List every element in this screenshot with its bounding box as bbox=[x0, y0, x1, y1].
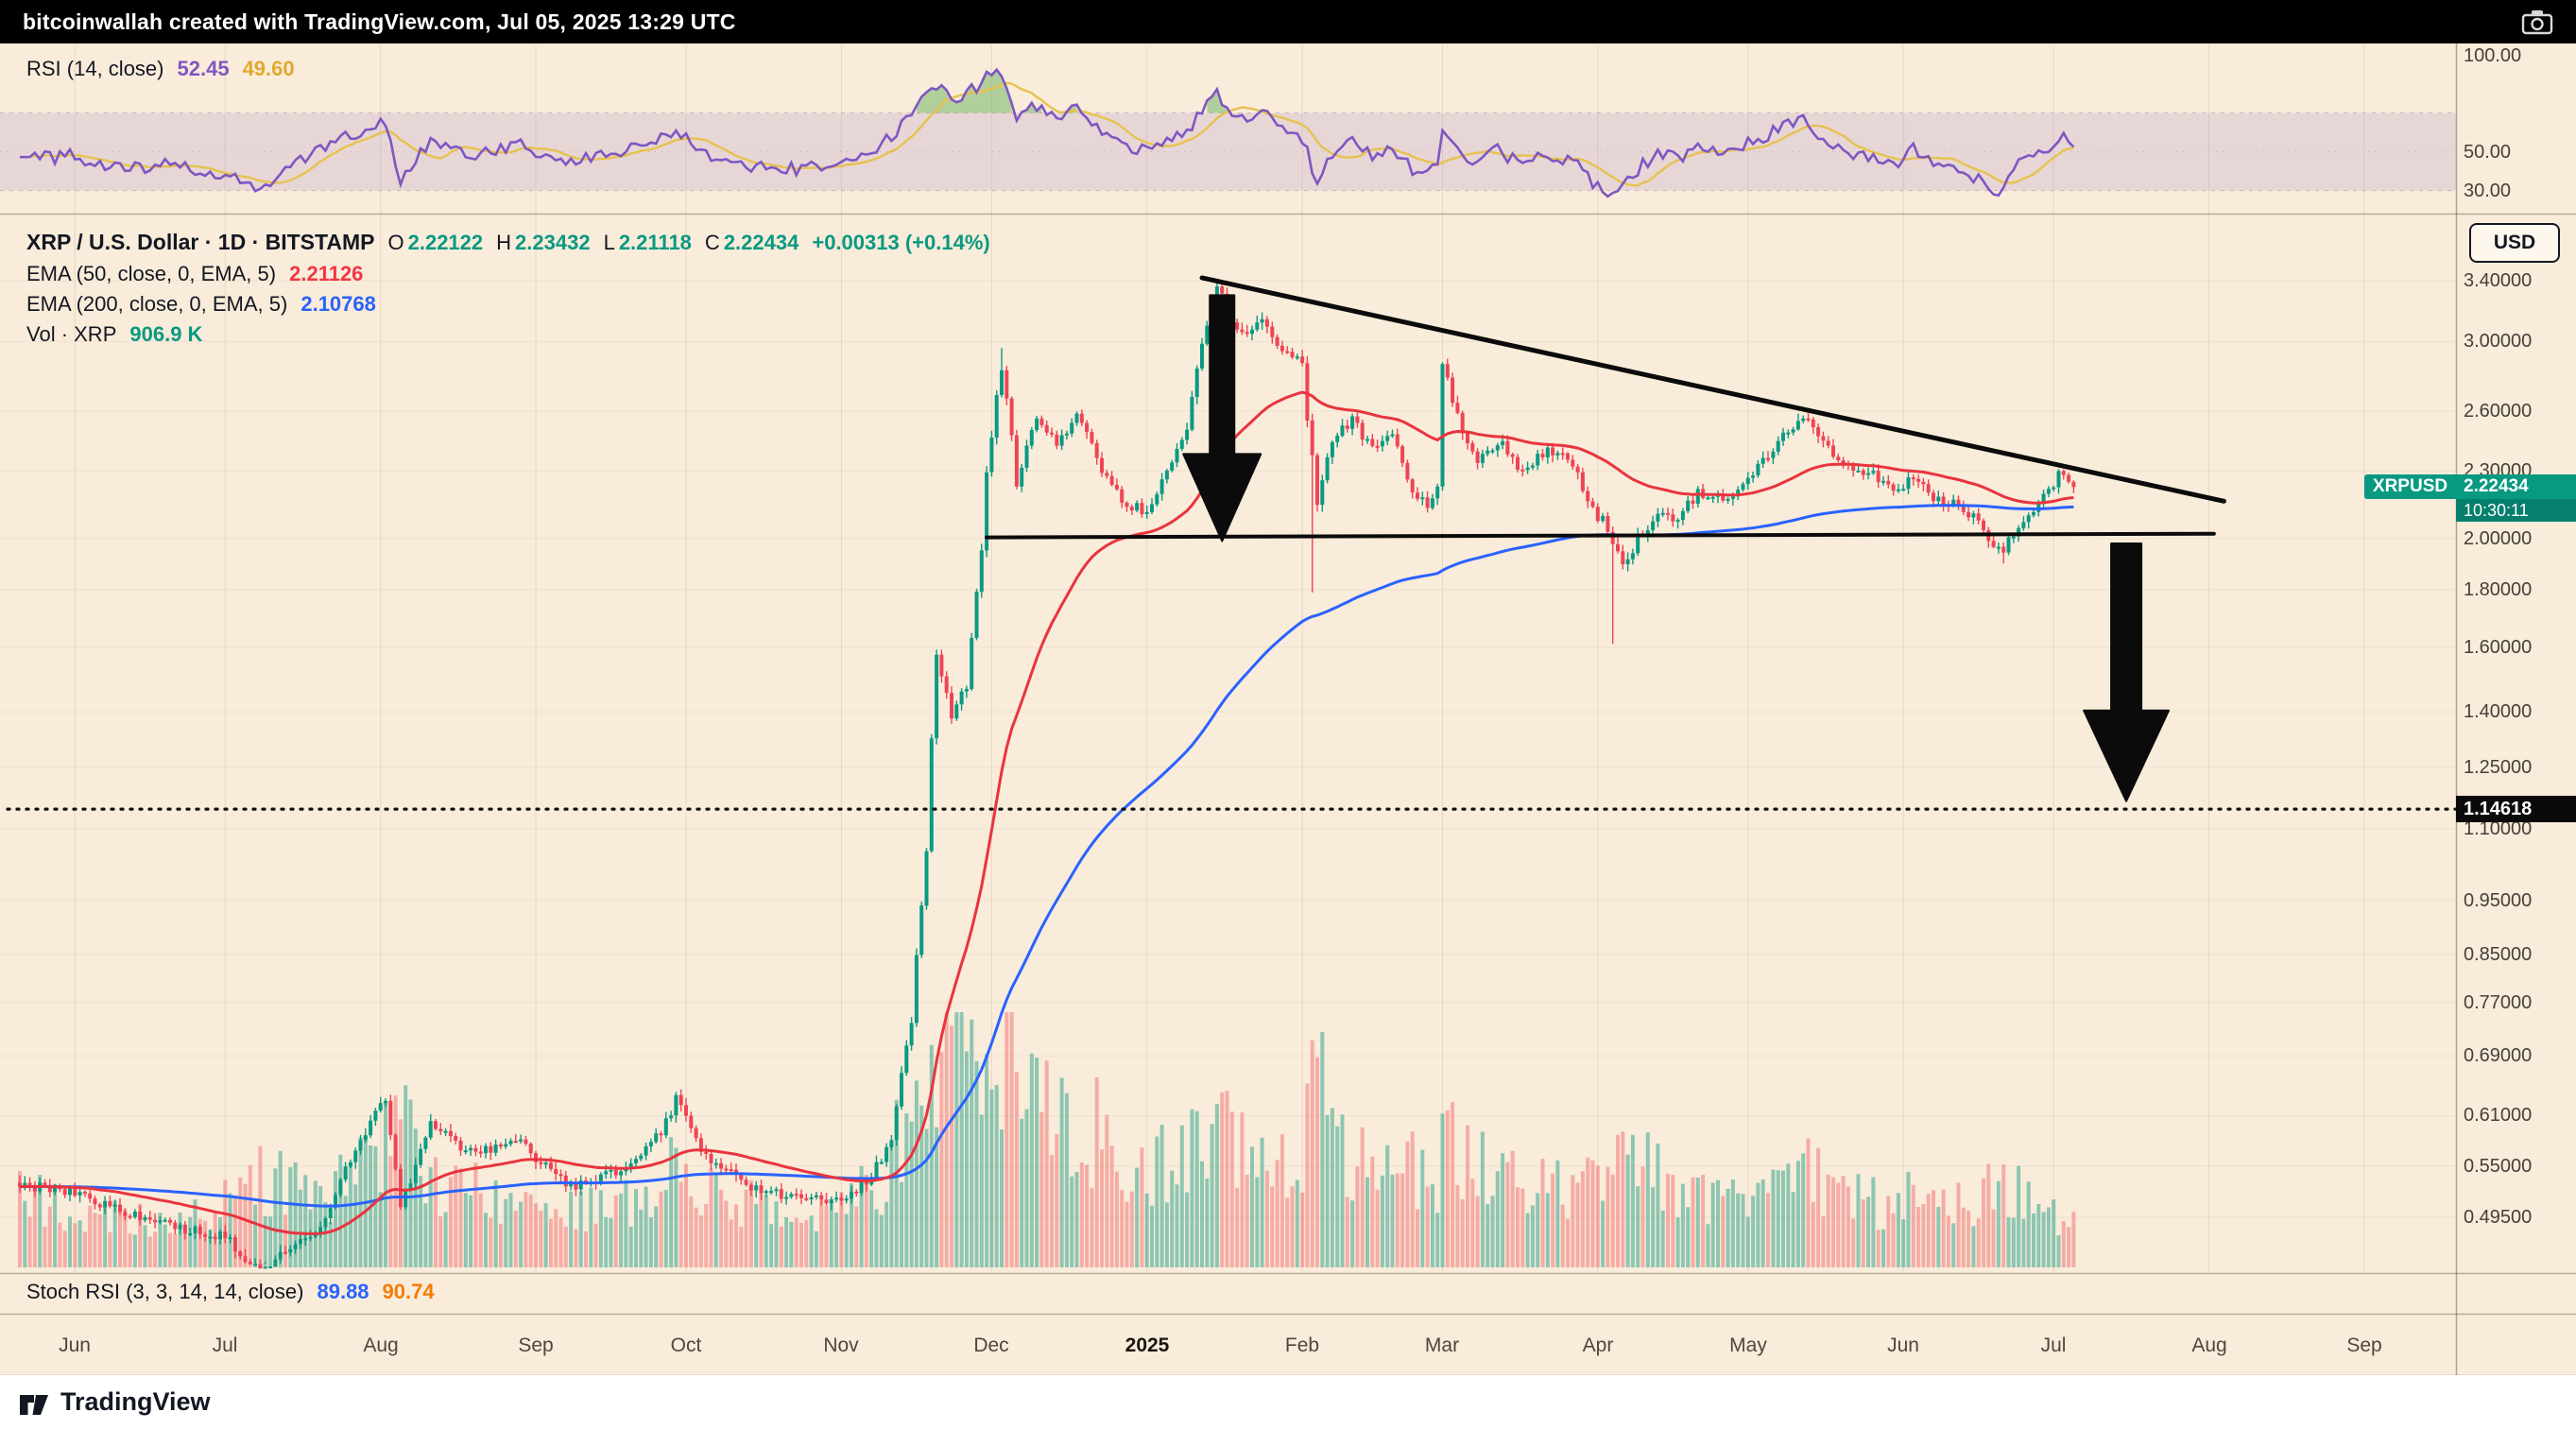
time-axis-label: Aug bbox=[2191, 1334, 2227, 1356]
rsi-price-axis[interactable]: 100.00 50.00 30.00 bbox=[2456, 0, 2576, 1375]
stoch-rsi-label: Stoch RSI (3, 3, 14, 14, close) bbox=[26, 1280, 304, 1303]
price-change: +0.00313 (+0.14%) bbox=[812, 230, 990, 254]
time-axis-label: Jun bbox=[1887, 1334, 1919, 1356]
stoch-rsi-legend[interactable]: Stoch RSI (3, 3, 14, 14, close) 89.88 90… bbox=[26, 1280, 435, 1304]
ema50-value: 2.21126 bbox=[289, 262, 364, 285]
down-arrow-annotation-2[interactable] bbox=[2083, 542, 2171, 802]
down-arrow-annotation-1[interactable] bbox=[1182, 294, 1262, 542]
time-axis-label: Jun bbox=[59, 1334, 91, 1356]
time-axis-label: Nov bbox=[823, 1334, 859, 1356]
price-axis[interactable]: 3.40000 3.00000 2.60000 2.30000 2.00000 1.800… bbox=[2456, 0, 2576, 1375]
price-tick-label: 2.00000 bbox=[2464, 528, 2533, 549]
rsi-tick-label: 100.00 bbox=[2464, 45, 2522, 66]
price-tick-label: 0.61000 bbox=[2464, 1105, 2533, 1126]
price-tick-label: 1.40000 bbox=[2464, 701, 2533, 722]
volume-label: Vol · XRP bbox=[26, 322, 117, 346]
price-tick-label: 0.95000 bbox=[2464, 890, 2533, 911]
price-tick-label: 0.49500 bbox=[2464, 1207, 2533, 1228]
attribution-text: bitcoinwallah created with TradingView.c… bbox=[23, 9, 736, 34]
price-tick-label: 0.85000 bbox=[2464, 944, 2533, 965]
bar-countdown: 10:30:11 bbox=[2456, 499, 2576, 522]
time-axis-label: Sep bbox=[518, 1334, 554, 1356]
time-axis-label: Apr bbox=[1582, 1334, 1614, 1356]
tradingview-wordmark[interactable]: TradingView bbox=[60, 1387, 211, 1416]
rsi-line bbox=[20, 67, 2075, 198]
time-axis[interactable]: Jun Jul Aug Sep Oct Nov Dec 2025 Feb Mar Apr May Jun… bbox=[0, 1314, 2576, 1375]
rsi-signal-line bbox=[20, 81, 2074, 187]
rsi-pane bbox=[0, 67, 2456, 198]
ohlc-high: H 2.23432 bbox=[496, 230, 591, 254]
time-axis-label: Feb bbox=[1284, 1334, 1320, 1356]
time-axis-label: Jul bbox=[212, 1334, 238, 1356]
ohlc-low: L 2.21118 bbox=[603, 230, 692, 254]
time-axis-label: Mar bbox=[1424, 1334, 1460, 1356]
symbol-legend[interactable]: XRP / U.S. Dollar · 1D · BITSTAMP O 2.221… bbox=[26, 230, 990, 255]
price-tick-label: 3.00000 bbox=[2464, 331, 2533, 352]
time-axis-label: Aug bbox=[363, 1334, 399, 1356]
rsi-value: 52.45 bbox=[177, 57, 230, 80]
ema200-line bbox=[19, 504, 2074, 1208]
volume-legend[interactable]: Vol · XRP 906.9 K bbox=[26, 322, 202, 347]
time-axis-label: 2025 bbox=[1125, 1334, 1170, 1356]
stoch-d-value: 90.74 bbox=[382, 1280, 435, 1303]
time-axis-label: May bbox=[1729, 1334, 1767, 1356]
rsi-signal-value: 49.60 bbox=[242, 57, 295, 80]
ema50-label: EMA (50, close, 0, EMA, 5) bbox=[26, 262, 277, 285]
target-price-badge: 1.14618 bbox=[2456, 796, 2576, 822]
ema50-legend[interactable]: EMA (50, close, 0, EMA, 5) 2.21126 bbox=[26, 262, 363, 286]
attribution-bar: bitcoinwallah created with TradingView.c… bbox=[0, 0, 2576, 43]
ema200-label: EMA (200, close, 0, EMA, 5) bbox=[26, 292, 288, 316]
currency-usd-button[interactable]: USD bbox=[2469, 223, 2560, 263]
footer-bar: TradingView bbox=[0, 1375, 2576, 1429]
rsi-legend[interactable]: RSI (14, close) 52.45 49.60 bbox=[26, 57, 295, 81]
volume-bars-up bbox=[23, 1012, 2061, 1267]
ema200-legend[interactable]: EMA (200, close, 0, EMA, 5) 2.10768 bbox=[26, 292, 376, 317]
ema200-value: 2.10768 bbox=[301, 292, 376, 316]
price-tick-label: 3.40000 bbox=[2464, 270, 2533, 291]
time-axis-label: Oct bbox=[670, 1334, 702, 1356]
ema50-line bbox=[19, 390, 2074, 1235]
volume-bars-down bbox=[18, 1012, 2076, 1267]
stoch-k-value: 89.88 bbox=[317, 1280, 369, 1303]
price-tick-label: 1.60000 bbox=[2464, 637, 2533, 658]
camera-icon[interactable] bbox=[2521, 9, 2553, 35]
price-tick-label: 0.69000 bbox=[2464, 1045, 2533, 1066]
rsi-tick-label: 30.00 bbox=[2464, 181, 2512, 201]
price-badge-symbol: XRPUSD bbox=[2364, 474, 2456, 499]
rsi-overbought-fill bbox=[1207, 89, 1228, 113]
volume-value: 906.9 K bbox=[129, 322, 203, 346]
price-tick-label: 0.77000 bbox=[2464, 992, 2533, 1013]
price-tick-label: 2.60000 bbox=[2464, 401, 2533, 422]
time-axis-label: Dec bbox=[973, 1334, 1009, 1356]
price-tick-label: 1.80000 bbox=[2464, 579, 2533, 600]
price-tick-label: 1.25000 bbox=[2464, 757, 2533, 778]
tradingview-logo-icon[interactable] bbox=[17, 1386, 51, 1420]
price-badge-value: 2.22434 bbox=[2456, 474, 2576, 499]
time-axis-label: Jul bbox=[2040, 1334, 2067, 1356]
grid-lines bbox=[0, 45, 2456, 1273]
upper-trendline[interactable] bbox=[1199, 275, 2226, 504]
rsi-tick-label: 50.00 bbox=[2464, 142, 2512, 163]
ohlc-close: C 2.22434 bbox=[704, 230, 799, 254]
rsi-label: RSI (14, close) bbox=[26, 57, 164, 80]
ohlc-open: O 2.22122 bbox=[387, 230, 484, 254]
price-tick-label: 1.10000 bbox=[2464, 818, 2533, 839]
rsi-overbought-fill bbox=[916, 69, 1012, 113]
symbol-title: XRP / U.S. Dollar · 1D · BITSTAMP bbox=[26, 230, 375, 254]
price-tick-label: 0.55000 bbox=[2464, 1156, 2533, 1177]
time-axis-label: Sep bbox=[2346, 1334, 2382, 1356]
support-trendline[interactable] bbox=[985, 531, 2216, 540]
